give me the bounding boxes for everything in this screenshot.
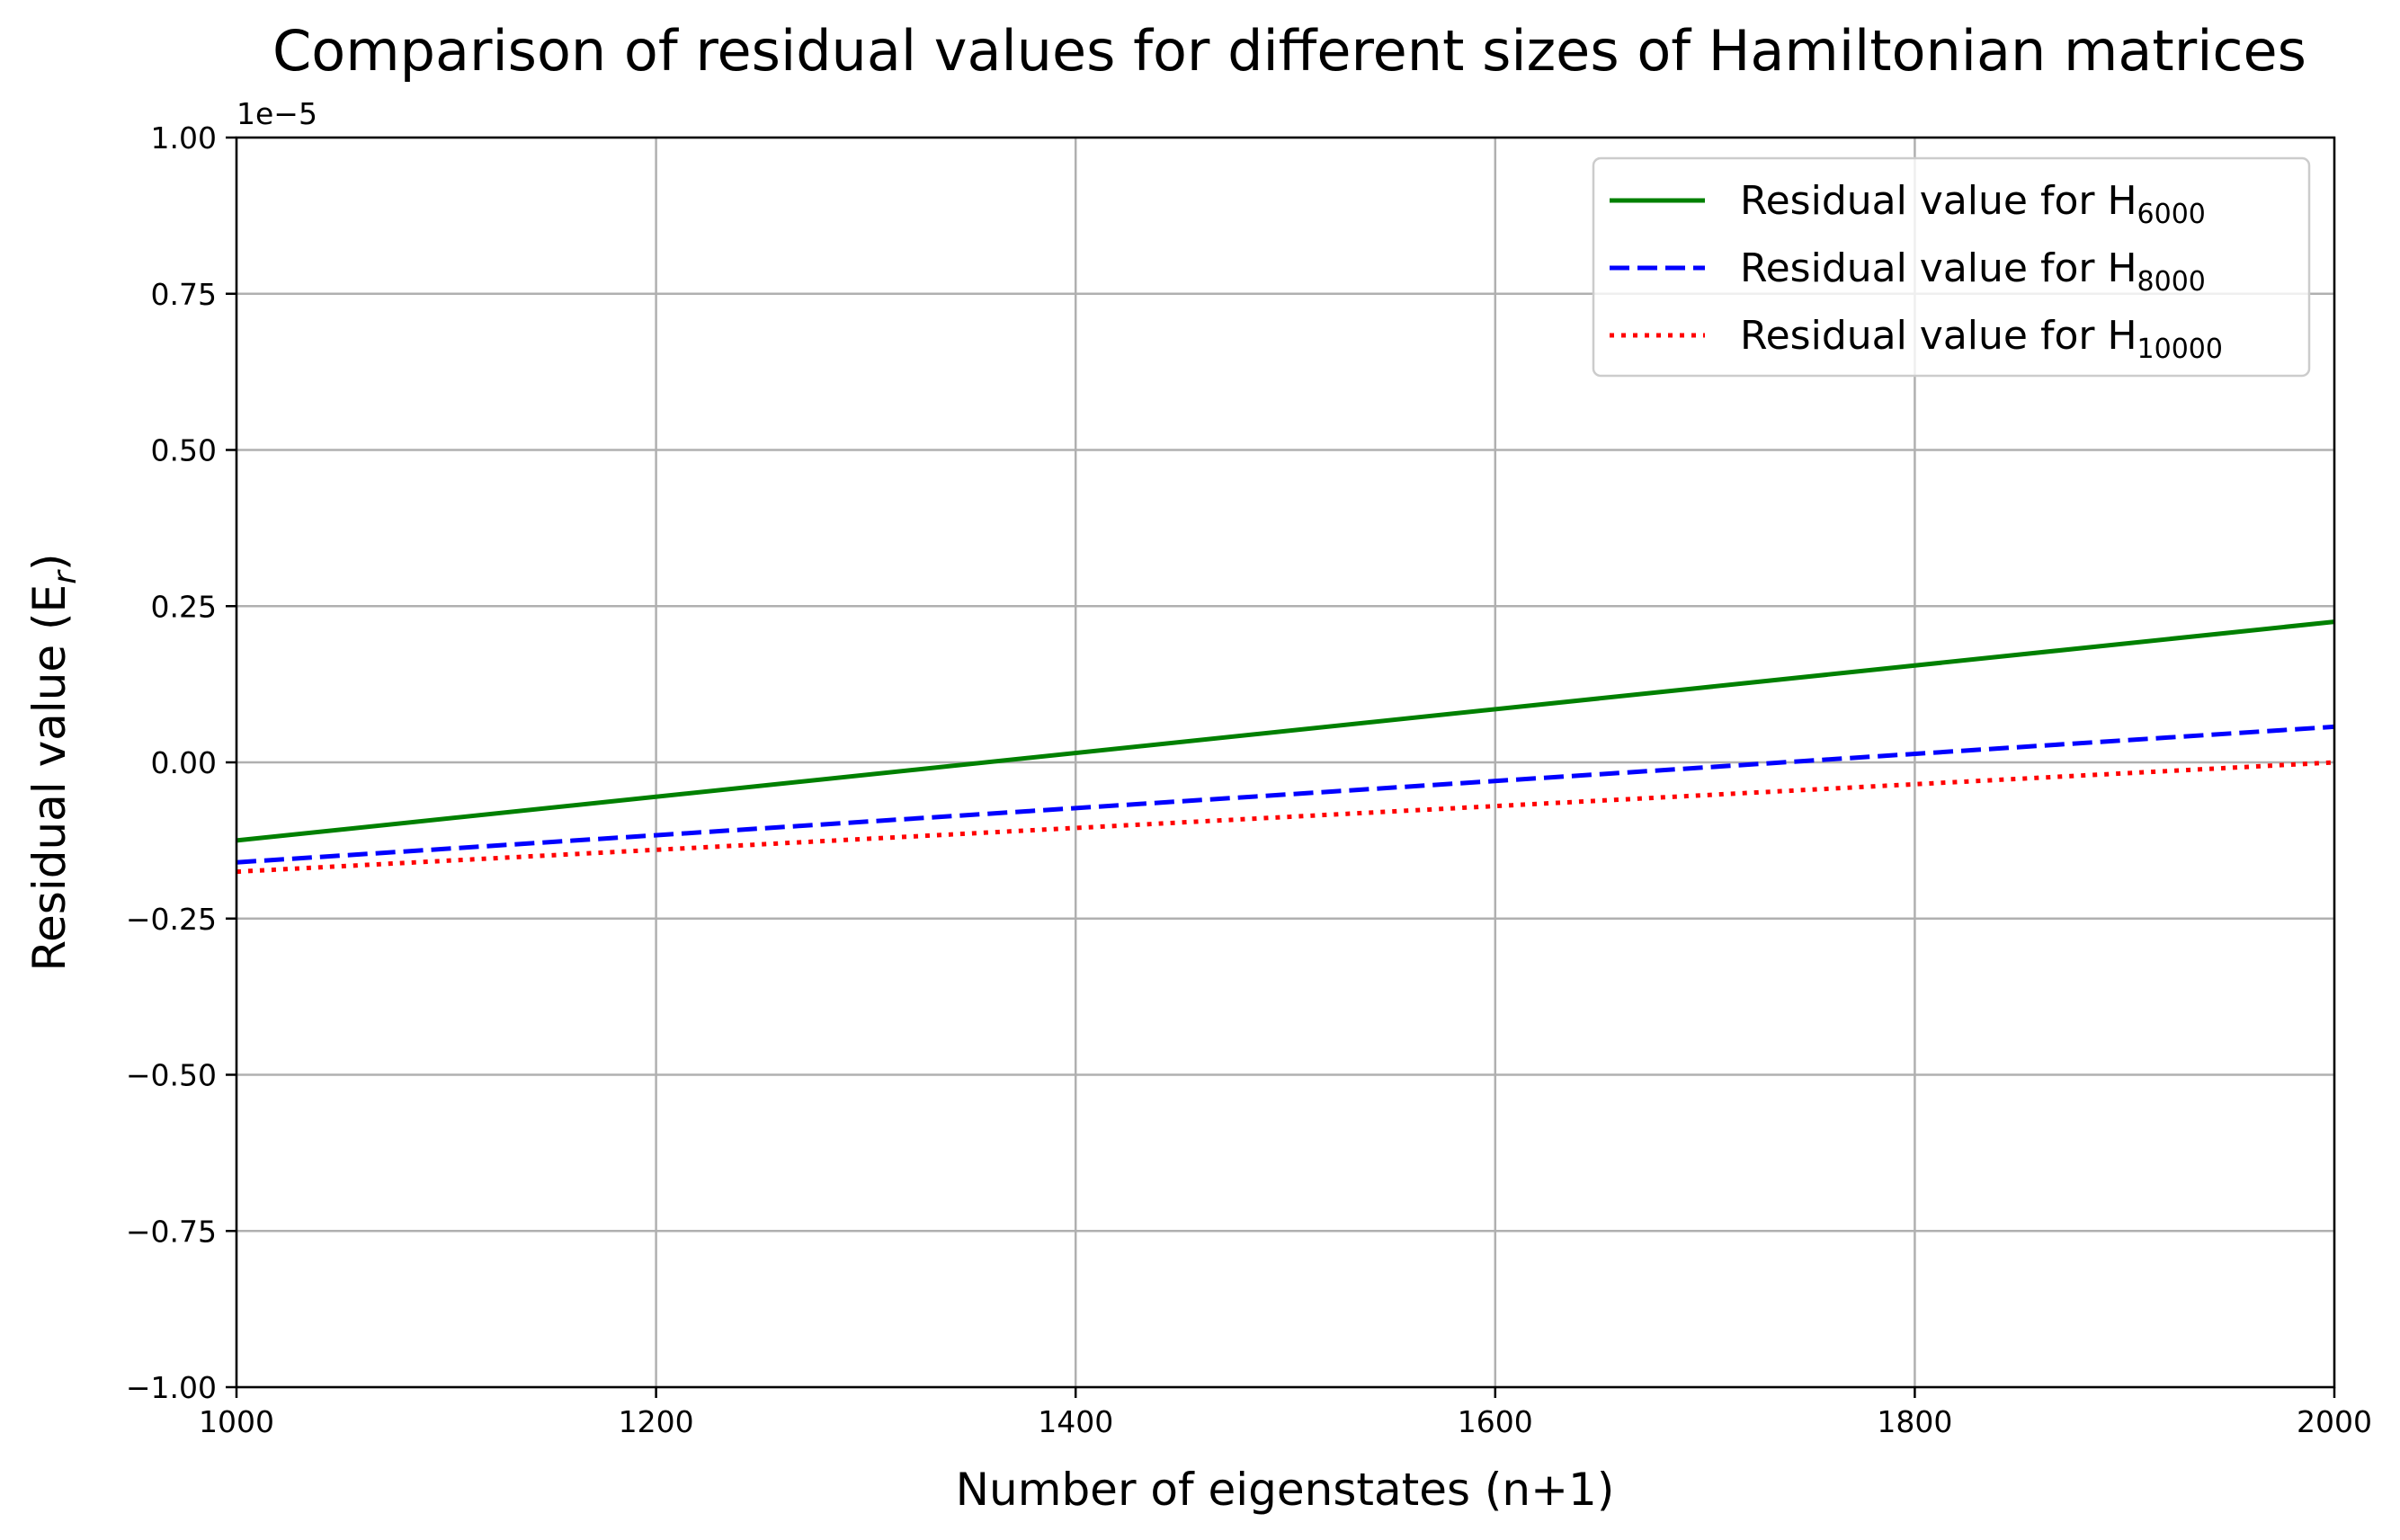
y-tick-label: −0.25 xyxy=(126,902,217,937)
legend-entry-text: Residual value for H xyxy=(1740,178,2137,224)
series-line-8000 xyxy=(236,724,2335,865)
legend-box xyxy=(1592,156,2311,378)
x-tick-label: 1000 xyxy=(199,1404,274,1439)
y-axis-label-main: Residual value (E xyxy=(23,584,76,972)
y-tick-label: 0.00 xyxy=(151,745,217,780)
x-tick-label: 1600 xyxy=(1458,1404,1533,1439)
y-tick-label: 0.50 xyxy=(151,433,217,468)
legend-entry-subscript: 8000 xyxy=(2137,266,2206,298)
legend-entry-subscript: 10000 xyxy=(2137,334,2223,365)
series-layer xyxy=(236,619,2335,875)
y-tick-label: 0.25 xyxy=(151,589,217,624)
y-tick-label: −0.50 xyxy=(126,1058,217,1093)
legend-entry-6000: Residual value for H6000 xyxy=(1740,178,2206,230)
legend-entry-subscript: 6000 xyxy=(2137,199,2206,230)
series-line-6000 xyxy=(236,619,2335,843)
legend-entry-text: Residual value for H xyxy=(1740,245,2137,291)
chart-title: Comparison of residual values for differ… xyxy=(272,18,2306,84)
x-tick-label: 1200 xyxy=(619,1404,694,1439)
legend-entry-text: Residual value for H xyxy=(1740,313,2137,359)
y-tick-label: −0.75 xyxy=(126,1214,217,1249)
x-tick-label: 2000 xyxy=(2297,1404,2372,1439)
y-tick-label: 0.75 xyxy=(151,277,217,312)
ticks: 1000 1200 1400 1600 1800 2000 −1.00 −0.75 −0.50 −… xyxy=(126,120,2372,1439)
legend-entry-10000: Residual value for H10000 xyxy=(1740,313,2223,365)
x-axis-label: Number of eigenstates (n+1) xyxy=(956,1464,1615,1516)
x-tick-label: 1800 xyxy=(1877,1404,1952,1439)
y-tick-label: −1.00 xyxy=(126,1370,217,1405)
y-axis-label-close: ) xyxy=(23,554,76,572)
x-tick-label: 1400 xyxy=(1038,1404,1113,1439)
y-axis-label-subscript: r xyxy=(47,569,84,584)
y-tick-label: 1.00 xyxy=(151,120,217,156)
legend-entry-8000: Residual value for H8000 xyxy=(1740,245,2206,298)
y-axis-label: Residual value (Er) xyxy=(23,554,84,972)
y-scale-note: 1e−5 xyxy=(236,96,317,131)
